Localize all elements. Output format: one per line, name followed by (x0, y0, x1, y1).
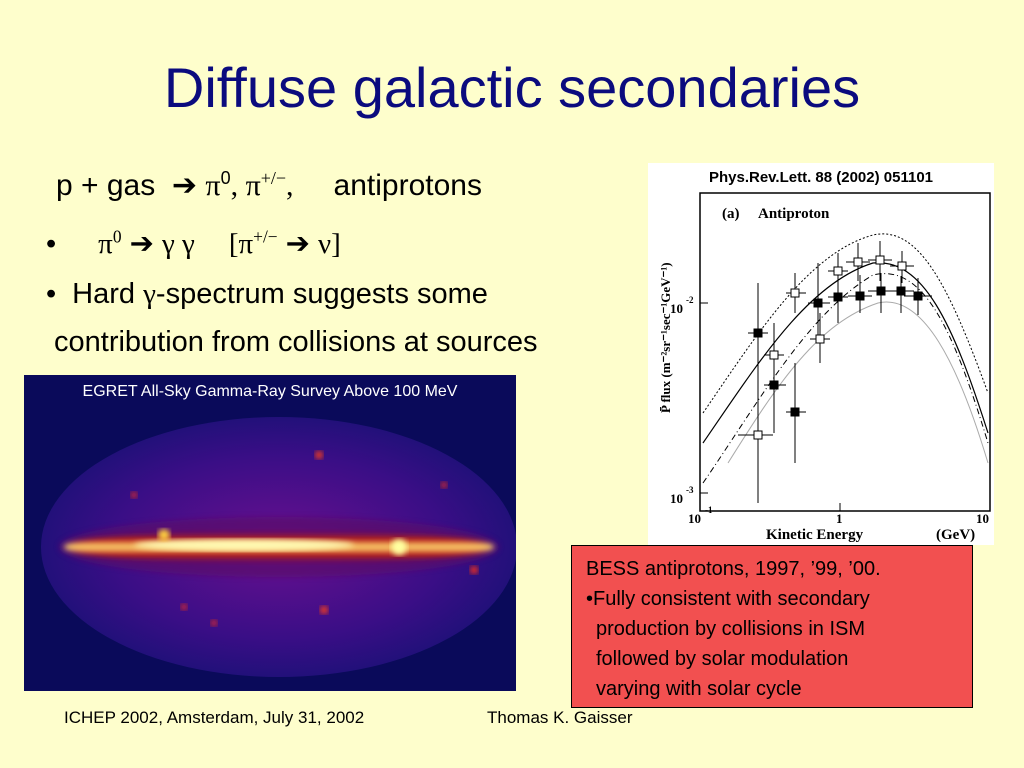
plot-y-label: P̄ flux (m⁻²sr⁻¹sec⁻¹GeV⁻¹) (658, 262, 673, 413)
y-tick-bottom: 10 (670, 491, 683, 506)
pi0-superscript: 0 (220, 168, 231, 188)
plot-x-unit: (GeV) (936, 527, 975, 543)
bess-line-4: followed by solar modulation (596, 648, 849, 670)
model-curve-dotted (702, 233, 989, 414)
data-point-filled (855, 291, 865, 301)
sky-map-caption: EGRET All-Sky Gamma-Ray Survey Above 100… (82, 383, 458, 400)
data-point-filled (896, 286, 906, 296)
data-point-open (769, 350, 779, 360)
x-tick-mid: 1 (836, 511, 843, 526)
bess-line-5: varying with solar cycle (596, 678, 802, 700)
separator-tail: , (286, 169, 294, 202)
bracket-pi: [π (228, 228, 254, 260)
data-point-open (790, 288, 800, 298)
bess-callout: BESS antiprotons, 1997, ’99, ’00. •Fully… (571, 545, 973, 708)
data-point-open (875, 255, 885, 265)
nu-symbol: ν] (318, 228, 341, 260)
y-tick-top-exp: -2 (686, 295, 694, 305)
pipm-superscript: +/− (260, 168, 287, 188)
separator: , (230, 169, 246, 202)
bess-line-1: BESS antiprotons, 1997, ’99, ’00. (586, 558, 881, 580)
sky-map-image (41, 417, 517, 677)
footer-author: Thomas K. Gaisser (487, 708, 633, 727)
antiproton-plot: Phys.Rev.Lett. 88 (2002) 051101 (a) Anti… (648, 163, 994, 545)
bullet-pion-decay: • π0 ➔ γ γ [π+/− ➔ ν] (46, 226, 341, 261)
plot-panel-title: Antiproton (758, 206, 830, 222)
bracket-superscript: +/− (253, 226, 278, 247)
arrow-icon: ➔ (129, 228, 154, 260)
plot-panel-label: (a) (722, 206, 740, 222)
pi0-symbol: π (205, 169, 221, 202)
data-point-filled (833, 292, 843, 302)
data-point-filled (753, 328, 763, 338)
model-curve-gray (727, 301, 989, 464)
y-tick-top: 10 (670, 301, 683, 316)
gamma-symbol: γ (143, 278, 156, 310)
bess-line-2: •Fully consistent with secondary (586, 588, 870, 610)
pi-superscript: 0 (112, 226, 122, 247)
data-point-filled (813, 298, 823, 308)
arrow-icon: ➔ (171, 169, 198, 202)
data-point-filled (876, 286, 886, 296)
bullet-dot: • (46, 228, 57, 260)
model-curve-solid (702, 262, 989, 444)
arrow-icon: ➔ (285, 228, 310, 260)
bullet-text-post: -spectrum suggests some (155, 278, 488, 310)
slide-title: Diffuse galactic secondaries (163, 56, 861, 119)
footer-conference: ICHEP 2002, Amsterdam, July 31, 2002 (64, 708, 365, 727)
bullet-continuation: contribution from collisions at sources (54, 326, 538, 358)
x-tick-right: 10 (976, 511, 989, 526)
plot-x-label: Kinetic Energy (766, 527, 864, 543)
data-point-open (833, 266, 843, 276)
reaction-lhs: p + gas (56, 169, 156, 202)
data-point-open (897, 261, 907, 271)
data-point-open (753, 430, 763, 440)
pi-symbol: π (98, 228, 113, 260)
x-tick-left-exp: -1 (705, 505, 713, 515)
antiprotons-label: antiprotons (333, 169, 482, 202)
model-curve-dashdot (702, 273, 989, 484)
bess-line-3: production by collisions in ISM (596, 618, 866, 640)
y-tick-bottom-exp: -3 (686, 485, 694, 495)
bullet-text-pre: Hard (72, 278, 144, 310)
plot-reference: Phys.Rev.Lett. 88 (2002) 051101 (708, 169, 934, 186)
bullet-hard-spectrum: • Hard γ-spectrum suggests some (46, 278, 488, 311)
bullet-dot: • (46, 278, 57, 310)
plot-frame (699, 192, 991, 512)
data-point-filled (790, 407, 800, 417)
data-point-open (853, 257, 863, 267)
reaction-line: p + gas ➔ π0, π+/−, antiprotons (56, 168, 482, 203)
data-point-filled (913, 291, 923, 301)
pipm-symbol: π (245, 169, 261, 202)
gamma-gamma: γ γ (161, 228, 195, 260)
data-point-open (815, 334, 825, 344)
x-tick-left: 10 (688, 511, 701, 526)
plot-canvas: (a) Antiproton P̄ flux (m⁻²sr⁻¹sec⁻¹GeV⁻… (658, 192, 991, 543)
egret-sky-map: EGRET All-Sky Gamma-Ray Survey Above 100… (24, 375, 517, 691)
